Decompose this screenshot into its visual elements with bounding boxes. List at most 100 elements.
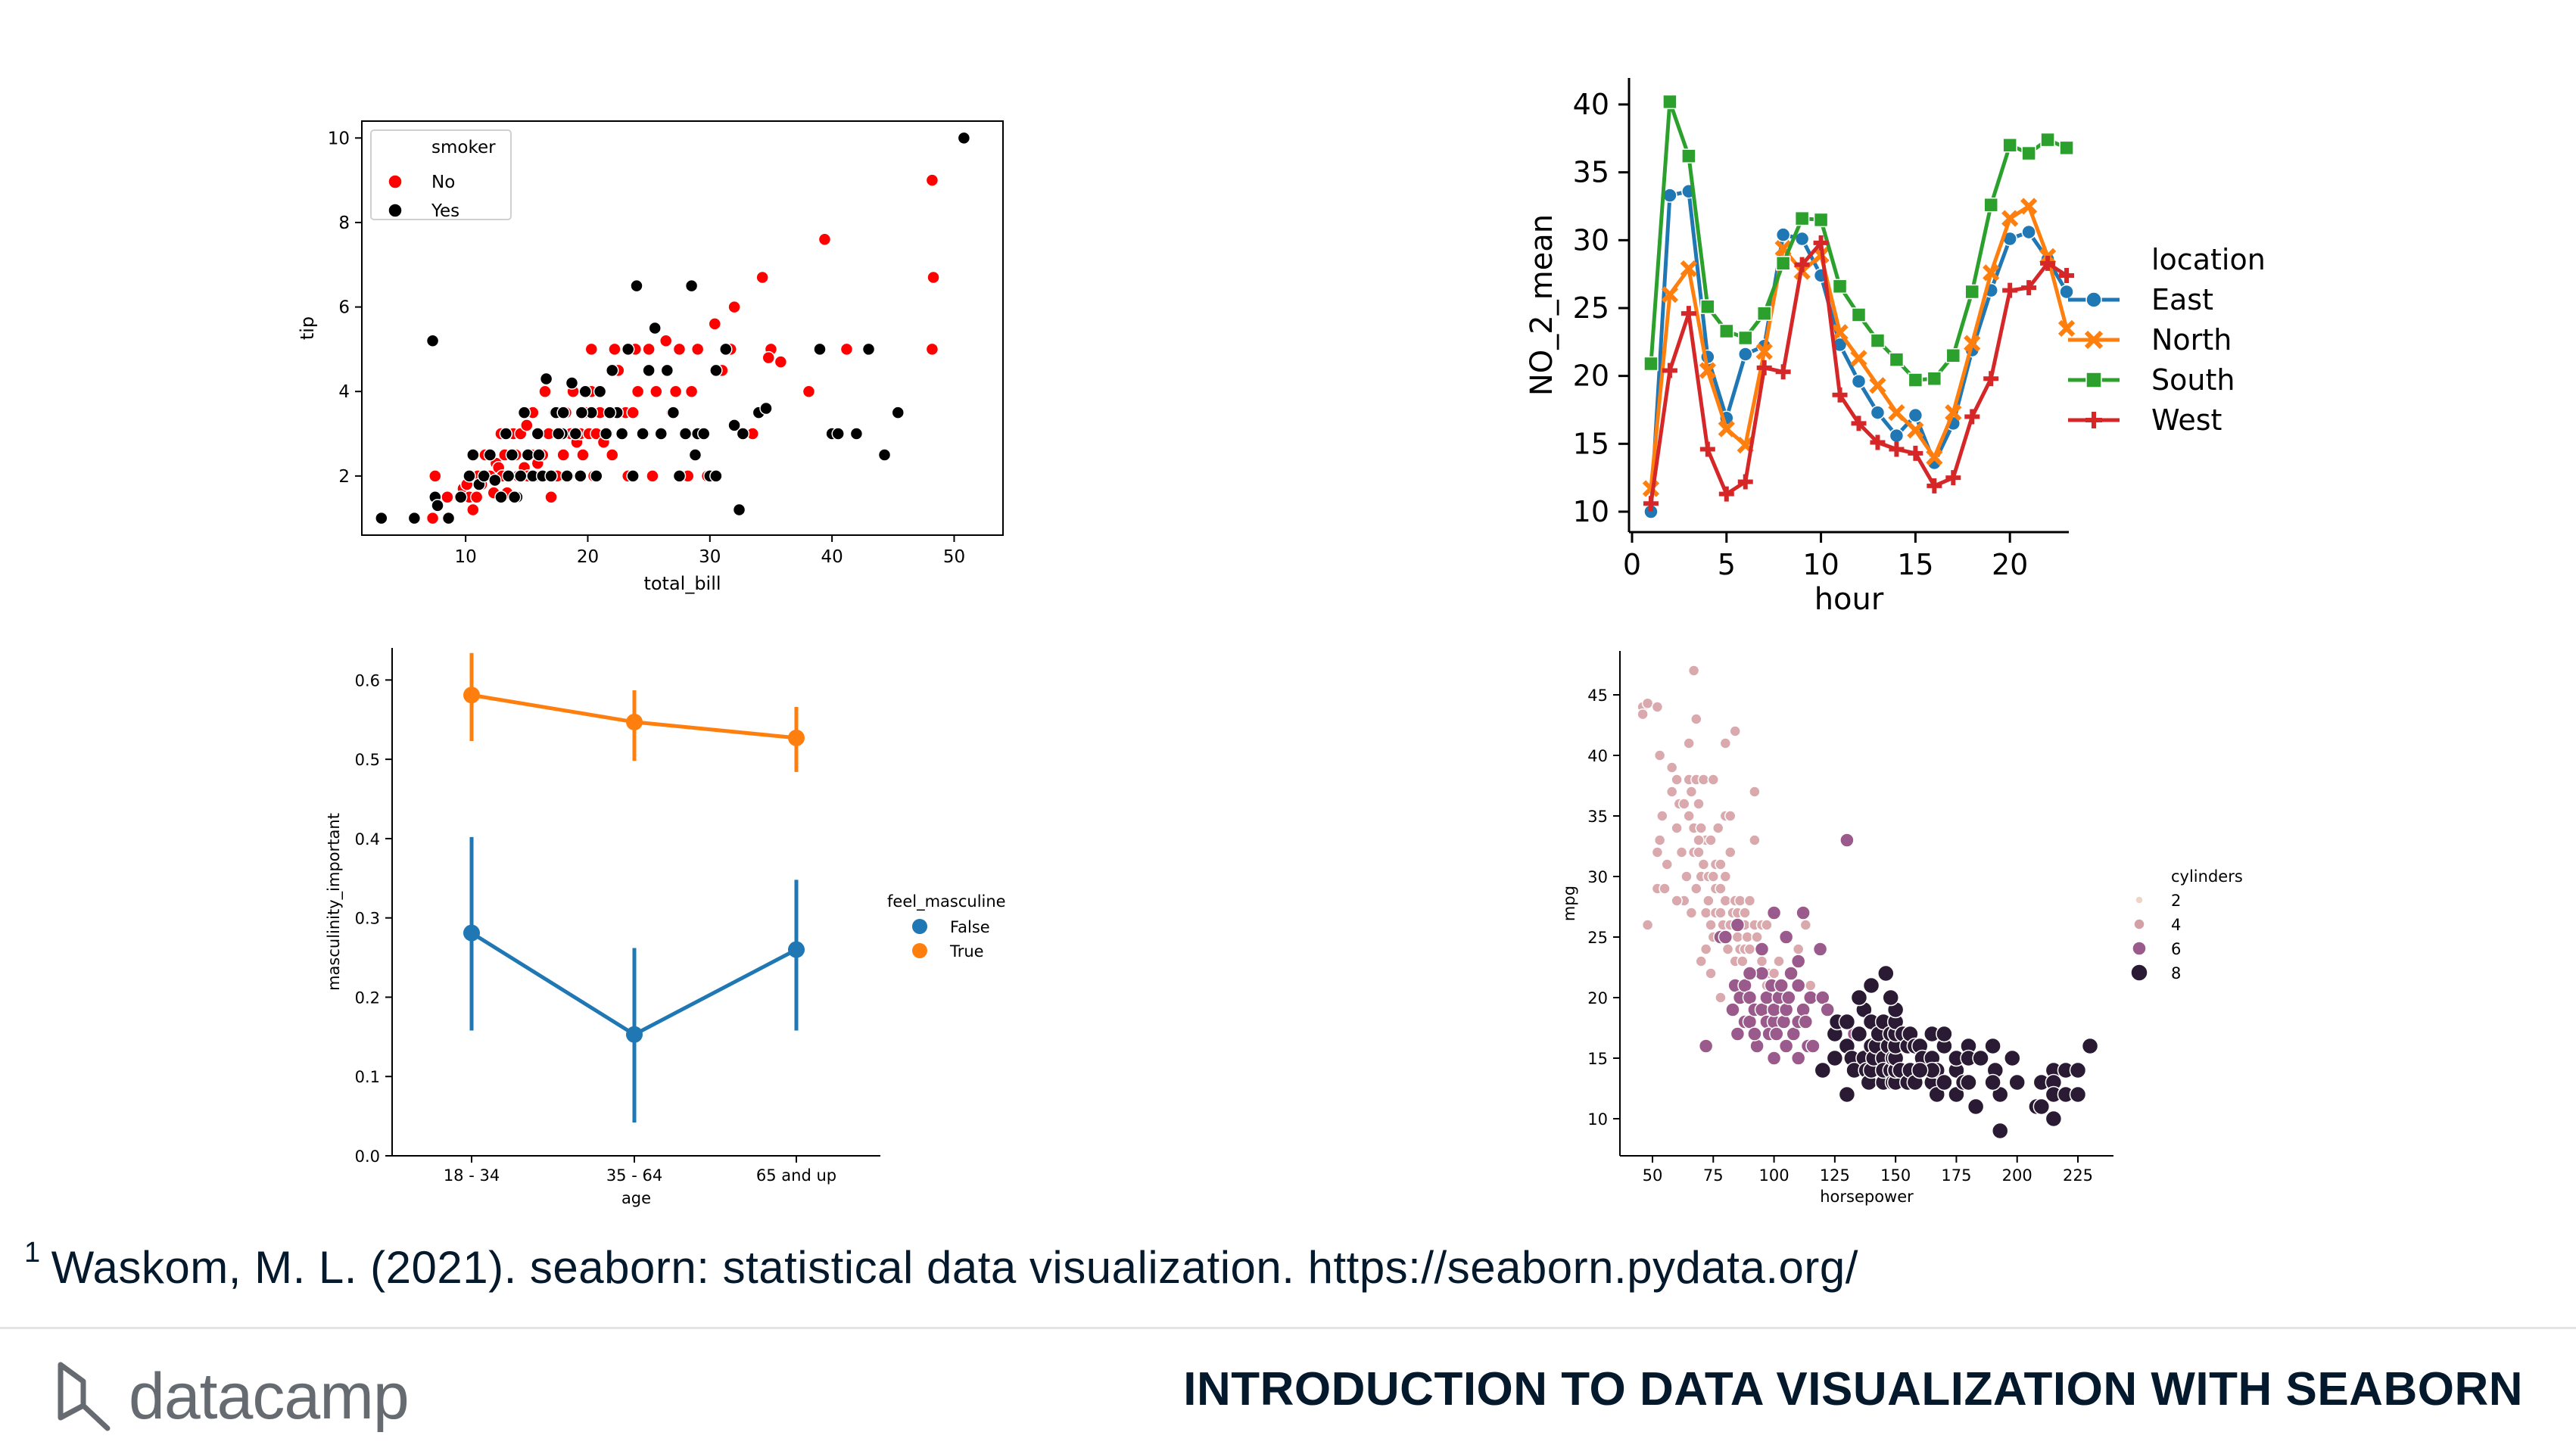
data-point [605, 363, 619, 378]
data-point [732, 503, 746, 517]
series-marker [2040, 255, 2056, 271]
data-point [690, 342, 705, 357]
data-point [528, 469, 542, 483]
data-point [605, 448, 619, 462]
data-point [1874, 1049, 1892, 1067]
data-point [570, 435, 584, 449]
y-tick-label: 2 [338, 467, 350, 487]
data-point [2069, 1061, 2087, 1079]
data-point [1747, 1026, 1762, 1042]
footnote-number: 1 [24, 1237, 41, 1269]
data-point [1685, 907, 1698, 919]
data-point [2069, 1085, 2087, 1104]
data-point [549, 406, 563, 419]
data-point [1892, 1061, 1909, 1079]
data-point [825, 427, 839, 441]
data-point [672, 342, 687, 357]
legend-title: location [2151, 243, 2266, 276]
series-marker [1643, 496, 1659, 512]
data-point [1828, 1013, 1846, 1031]
legend-marker [2130, 964, 2148, 982]
y-tick-label: 15 [1573, 427, 1609, 460]
data-point [1796, 1002, 1811, 1017]
legend-marker [2133, 918, 2145, 930]
data-point [1683, 774, 1695, 786]
data-point [2045, 1061, 2063, 1079]
series-marker [1870, 405, 1886, 420]
data-point [425, 511, 440, 525]
data-point [513, 469, 528, 483]
legend-label: 4 [2171, 916, 2181, 934]
data-point [1727, 978, 1743, 993]
data-point [584, 342, 599, 357]
data-point [1717, 919, 1729, 931]
data-point [1874, 1073, 1892, 1091]
series-marker [1775, 256, 1791, 271]
data-point [1665, 761, 1678, 774]
data-point [1864, 1049, 1883, 1067]
series-marker [1927, 371, 1942, 387]
series-marker [2039, 248, 2057, 265]
data-point [2057, 1085, 2075, 1104]
data-point [1705, 834, 1717, 846]
data-point [1685, 786, 1698, 798]
x-tick-label: 150 [1880, 1166, 1911, 1185]
data-point [1882, 1025, 1899, 1043]
data-point [788, 941, 805, 958]
x-tick-label: 125 [1820, 1166, 1850, 1185]
data-point [1928, 1061, 1945, 1079]
series-marker [1794, 210, 1810, 226]
data-point [1737, 1014, 1752, 1029]
series-marker [1908, 407, 1923, 423]
data-point [1874, 1013, 1892, 1031]
series-marker [1889, 441, 1905, 457]
series-marker [1680, 306, 1696, 322]
series-marker [1737, 437, 1754, 454]
data-point [764, 342, 778, 357]
data-point [478, 448, 492, 462]
data-point [1731, 931, 1744, 943]
series-marker [1680, 260, 1698, 278]
series-marker [1699, 362, 1716, 379]
series-marker [1794, 257, 1810, 272]
data-point [556, 406, 570, 419]
data-point [565, 376, 579, 390]
data-point [1850, 1025, 1868, 1043]
data-point [1936, 1037, 1953, 1055]
data-point [542, 427, 556, 441]
data-point [1798, 1014, 1814, 1029]
data-point [453, 490, 468, 504]
data-point [1984, 1073, 2001, 1091]
data-point [1763, 967, 1775, 979]
data-point [556, 448, 570, 462]
data-point [678, 427, 693, 441]
y-tick-label: 10 [1573, 495, 1609, 528]
data-point [1754, 942, 1770, 957]
data-point [489, 456, 503, 470]
y-tick-label: 0.3 [355, 910, 380, 928]
series-marker [2040, 251, 2055, 267]
series-marker [1793, 263, 1811, 280]
data-point [1641, 697, 1654, 709]
data-point [483, 469, 497, 483]
data-point [1690, 883, 1702, 895]
data-point [441, 490, 454, 504]
series-marker [1945, 348, 1961, 363]
data-point [1742, 966, 1758, 981]
data-point [708, 317, 722, 331]
data-point [1724, 846, 1737, 858]
x-tick-label: 200 [2002, 1166, 2032, 1185]
data-point [1826, 1049, 1844, 1067]
data-point [463, 490, 476, 504]
data-point [678, 427, 693, 441]
data-point [1855, 1001, 1873, 1019]
datacamp-logo-text: datacamp [129, 1359, 410, 1433]
data-point [544, 490, 558, 504]
data-point [1858, 1061, 1875, 1079]
data-point [1790, 1014, 1806, 1029]
data-point [441, 511, 456, 525]
x-tick-label: 50 [1643, 1166, 1663, 1185]
series-marker [2001, 210, 2019, 227]
data-point [584, 406, 599, 419]
y-tick-label: 0.5 [355, 751, 380, 769]
